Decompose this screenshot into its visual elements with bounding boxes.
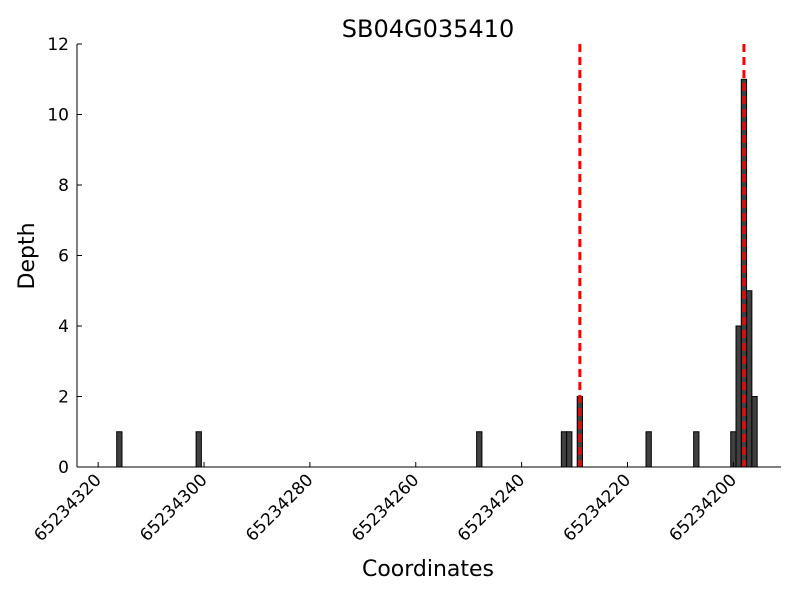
y-ticks: 0 2 4 6 8 10 12: [47, 35, 82, 478]
depth-bar: [116, 431, 123, 468]
x-tick-label: 65234260: [348, 470, 423, 545]
depth-bar: [746, 290, 753, 468]
depth-bar: [576, 396, 584, 468]
axes: [76, 44, 781, 468]
depth-bar: [195, 431, 202, 468]
plot-area: [116, 44, 758, 468]
x-ticks: 65234320 65234300 65234280 65234260 65234240…: [30, 462, 741, 546]
depth-bar: [476, 431, 483, 468]
depth-bar: [693, 431, 700, 468]
depth-bar: [566, 431, 573, 468]
x-tick-label: 65234200: [666, 470, 741, 545]
depth-bar: [645, 431, 652, 468]
depth-bar: [751, 396, 758, 468]
chart-title: SB04G035410: [342, 15, 514, 43]
y-tick-label: 2: [58, 388, 69, 408]
x-tick-label: 65234240: [454, 470, 529, 545]
x-tick-label: 65234220: [560, 470, 635, 545]
y-tick-label: 10: [47, 106, 69, 126]
y-tick-label: 8: [58, 176, 69, 196]
y-tick-label: 12: [47, 35, 69, 55]
y-tick-label: 0: [58, 458, 69, 478]
y-axis-title: Depth: [15, 222, 40, 289]
x-tick-label: 65234300: [136, 470, 211, 545]
x-axis-title: Coordinates: [362, 557, 494, 582]
depth-bar: [735, 325, 742, 468]
x-tick-label: 65234280: [242, 470, 317, 545]
depth-bar: [560, 431, 568, 468]
depth-bar: [730, 431, 737, 468]
y-tick-label: 6: [58, 247, 69, 267]
x-tick-label: 65234320: [30, 470, 105, 545]
y-tick-label: 4: [58, 317, 69, 337]
